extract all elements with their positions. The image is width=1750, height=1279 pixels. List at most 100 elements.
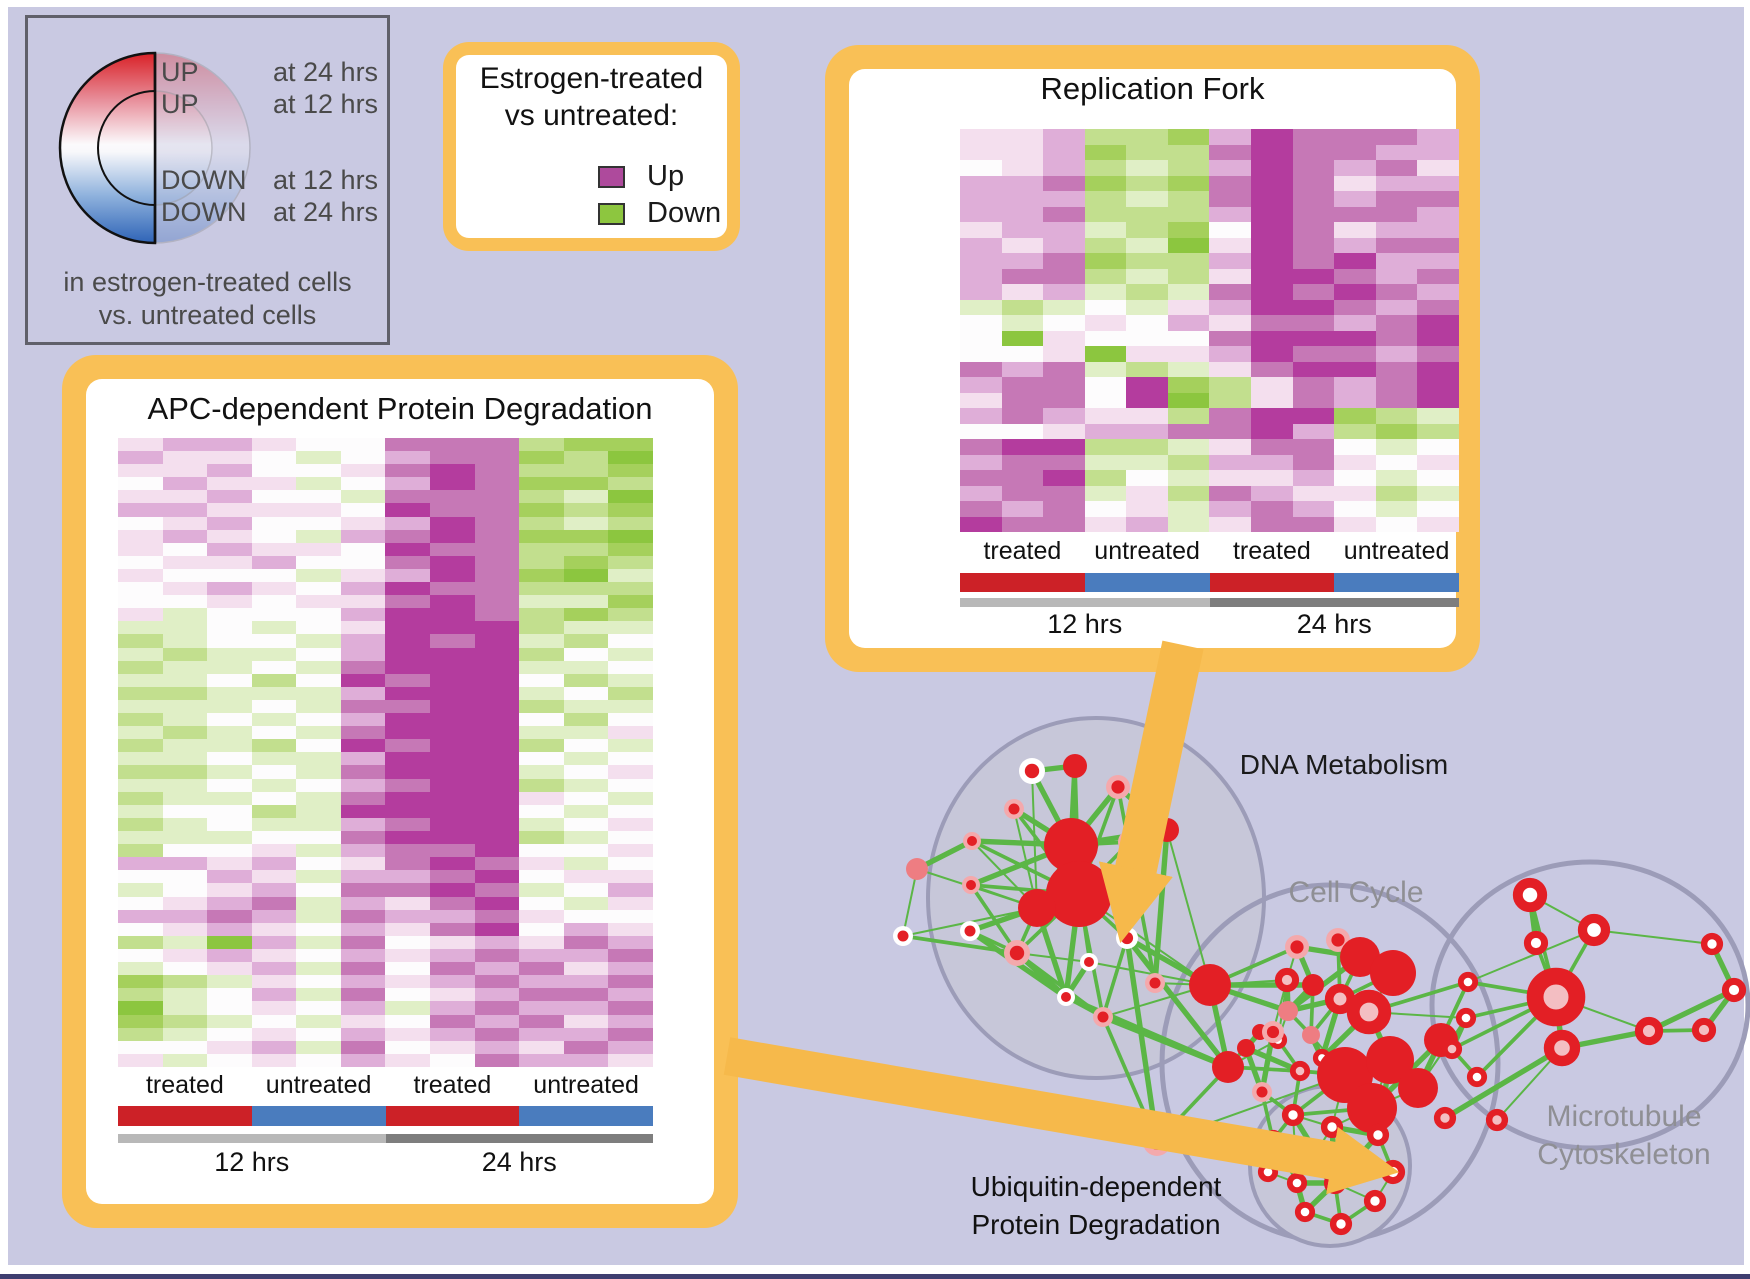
heatmap-cell: [1001, 408, 1044, 424]
network-node: [1363, 1189, 1387, 1213]
heatmap-cell: [385, 699, 431, 714]
heatmap-cell: [960, 222, 1002, 238]
heatmap-cell: [385, 490, 431, 504]
heatmap-cell: [207, 542, 252, 556]
network-node: [1212, 1051, 1244, 1083]
panel-replication-fork: Replication Fork treated untreated treated…: [825, 45, 1480, 672]
heatmap-cell: [340, 988, 386, 1002]
heatmap-cell: [960, 423, 1002, 439]
heatmap-cell: [474, 791, 520, 805]
heatmap-cell: [519, 791, 564, 805]
heatmap-cell: [118, 1001, 163, 1015]
heatmap-cell: [385, 988, 431, 1002]
heatmap-cell: [251, 713, 297, 727]
heatmap-cell: [608, 752, 653, 766]
heatmap-cell: [608, 529, 653, 543]
heatmap-cell: [1417, 299, 1459, 315]
heatmap-cell: [207, 870, 252, 884]
heatmap-cell: [1043, 206, 1085, 222]
heatmap-cell: [474, 686, 520, 700]
heatmap-cell: [1251, 423, 1293, 439]
heatmap-cell: [251, 634, 297, 648]
heatmap-cell: [608, 870, 653, 884]
heatmap-cell: [296, 634, 341, 648]
heatmap-cell: [1334, 485, 1376, 501]
heatmap-cell: [162, 1014, 208, 1028]
heatmap-cell: [207, 752, 252, 766]
heatmap-cell: [608, 975, 653, 989]
heatmap-cell: [296, 778, 341, 792]
heatmap-cell: [385, 935, 431, 950]
heatmap-cell: [340, 949, 386, 963]
heatmap-cell: [519, 686, 564, 700]
heatmap-cell: [296, 844, 341, 858]
heatmap-cell: [430, 765, 475, 779]
heatmap-cell: [1167, 361, 1210, 377]
heatmap-cell: [519, 831, 564, 845]
heatmap-cell: [385, 595, 431, 609]
heatmap-cell: [118, 962, 163, 976]
heatmap-cell: [162, 752, 208, 766]
network-node: [1457, 971, 1479, 993]
legend-time: at 12 hrs: [273, 165, 378, 195]
estrogen-updown-legend: Estrogen-treated vs untreated: Up Down: [443, 42, 740, 251]
heatmap-cell: [1126, 175, 1168, 191]
heatmap-cell: [385, 713, 431, 727]
heatmap-cell: [162, 438, 208, 452]
heatmap-cell: [251, 857, 297, 871]
heatmap-cell: [1334, 392, 1376, 408]
network-node: [1366, 1123, 1390, 1147]
heatmap-cell: [1001, 470, 1044, 486]
network-node: [1347, 1083, 1397, 1133]
heatmap-cell: [207, 1040, 252, 1054]
heatmap-cell: [1126, 408, 1168, 424]
heatmap-cell: [207, 935, 252, 950]
network-node: [1266, 1025, 1280, 1039]
heatmap-cell: [519, 595, 564, 609]
heatmap-cell: [162, 555, 208, 569]
heatmap-cell: [519, 909, 564, 923]
heatmap-cell: [207, 490, 252, 504]
legend-items: Up Down: [598, 158, 721, 232]
heatmap-cell: [1084, 160, 1127, 176]
heatmap-cell: [1167, 485, 1210, 501]
legend-item-label: Up: [647, 160, 685, 192]
heatmap-cell: [960, 392, 1002, 408]
heatmap-cell: [1043, 361, 1085, 377]
heatmap-cell: [474, 464, 520, 478]
heatmap-cell: [608, 935, 653, 950]
heatmap-cell: [1209, 485, 1252, 501]
network-node: [1120, 931, 1134, 945]
heatmap-cell: [563, 438, 609, 452]
heatmap-cell: [430, 699, 475, 714]
heatmap-cell: [474, 1053, 520, 1067]
heatmap-cell: [1126, 470, 1168, 486]
heatmap-cell: [1001, 454, 1044, 470]
heatmap-cell: [960, 253, 1002, 269]
heatmap-cell: [519, 529, 564, 543]
heatmap-cell: [430, 817, 475, 832]
heatmap-cell: [1126, 160, 1168, 176]
heatmap-cell: [1251, 160, 1293, 176]
heatmap-cell: [1126, 206, 1168, 222]
heatmap-cell: [1209, 268, 1252, 284]
heatmap-cell: [251, 922, 297, 936]
heatmap-cell: [207, 1014, 252, 1028]
heatmap-cell: [340, 883, 386, 897]
heatmap-cell: [296, 909, 341, 923]
heatmap-cell: [430, 1053, 475, 1067]
heatmap-cell: [608, 503, 653, 517]
network-node: [1441, 1038, 1463, 1060]
heatmap-cell: [1126, 253, 1168, 269]
network-node: [1111, 780, 1125, 794]
heatmap-cell: [1417, 129, 1459, 145]
heatmap-cell: [1209, 516, 1252, 532]
heatmap-cell: [385, 922, 431, 936]
heatmap-cell: [118, 568, 163, 583]
heatmap-cell: [519, 647, 564, 661]
heatmap-cell: [1292, 144, 1335, 160]
heatmap-cell: [1126, 268, 1168, 284]
heatmap-cell: [340, 962, 386, 976]
heatmap-cell: [1375, 330, 1418, 346]
